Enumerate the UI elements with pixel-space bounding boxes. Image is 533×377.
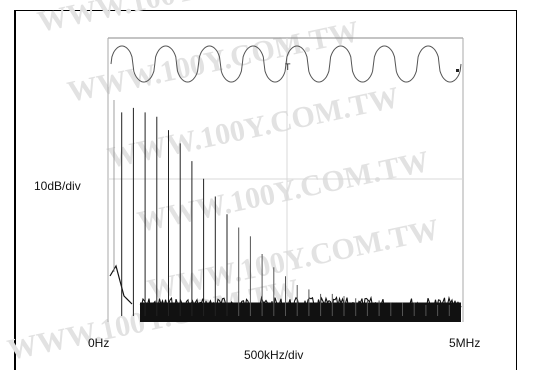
grid: [107, 37, 464, 322]
spectrum: [109, 100, 462, 322]
figure-frame: [14, 10, 517, 370]
x-scale-label: 500kHz/div: [244, 348, 304, 362]
trigger-marker: T: [285, 62, 291, 72]
noise-floor-fill: [140, 302, 461, 322]
level-marker: [456, 69, 459, 72]
x-start-label: 0Hz: [88, 336, 110, 350]
dc-component: [109, 264, 133, 305]
time-waveform: T: [110, 45, 462, 83]
x-end-label: 5MHz: [449, 336, 481, 350]
y-scale-label: 10dB/div: [34, 179, 81, 193]
waveform-trace: [110, 45, 462, 83]
